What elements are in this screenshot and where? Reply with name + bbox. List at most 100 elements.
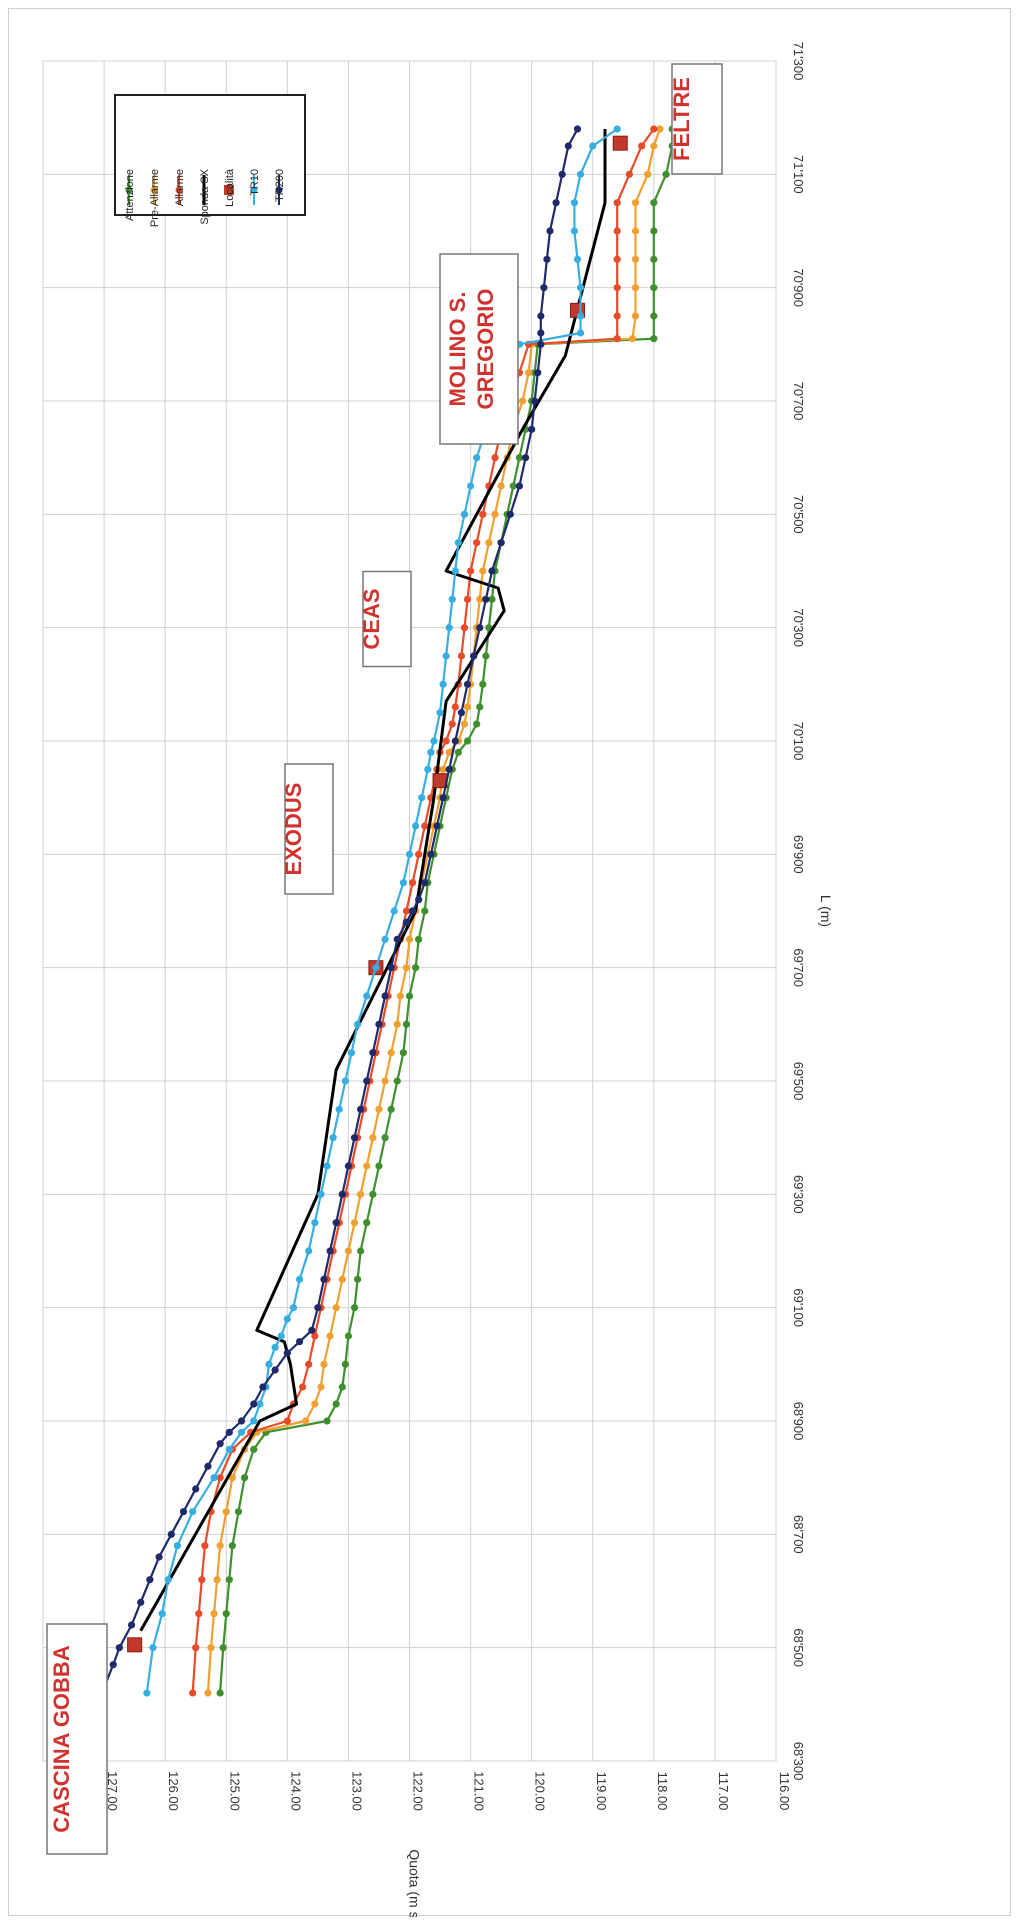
series-line — [206, 128, 661, 1694]
data-point — [289, 1304, 298, 1312]
data-point — [402, 964, 411, 972]
data-point — [369, 1190, 377, 1198]
data-point — [546, 227, 554, 235]
data-point — [341, 1360, 349, 1368]
data-point — [350, 1134, 359, 1142]
data-point — [277, 1332, 285, 1340]
annotation-box — [439, 253, 519, 445]
legend-swatch — [224, 185, 234, 195]
data-point — [332, 1304, 340, 1312]
y-tick-label: 125.00 — [227, 1771, 242, 1811]
data-point — [473, 720, 481, 728]
data-point — [631, 227, 640, 235]
data-point — [412, 964, 420, 972]
x-tick-label: 69'500 — [791, 1062, 806, 1101]
location-marker — [127, 1637, 143, 1653]
data-point — [405, 850, 414, 858]
data-point — [476, 595, 484, 603]
data-point — [387, 964, 395, 972]
data-point — [421, 907, 429, 915]
data-point — [164, 1576, 172, 1584]
data-point — [454, 748, 462, 756]
legend-label: TR200 — [274, 169, 286, 202]
data-point — [295, 1338, 304, 1346]
legend-marker — [275, 186, 283, 194]
annotation-text: CASCINA GOBBA — [49, 1645, 74, 1833]
data-point — [353, 1275, 362, 1283]
data-point — [402, 907, 411, 915]
data-point — [470, 652, 478, 660]
data-point — [305, 1247, 313, 1255]
data-point — [650, 125, 658, 133]
data-point — [189, 1689, 197, 1697]
data-point — [445, 765, 453, 773]
data-point — [329, 1134, 337, 1142]
data-point — [222, 1508, 230, 1516]
data-point — [314, 1304, 322, 1312]
axes: 116.00 117.00 118.00 119.00 120.00 121.00 122.… — [44, 42, 834, 1924]
data-point — [308, 1326, 316, 1334]
data-point — [320, 1275, 328, 1283]
data-point — [390, 907, 398, 915]
data-point — [127, 1621, 136, 1629]
y-tick-label: 119.00 — [594, 1772, 609, 1811]
data-point — [463, 703, 472, 711]
data-point — [515, 454, 524, 462]
data-point — [323, 1417, 331, 1425]
data-point — [387, 1105, 395, 1113]
x-tick-label: 68'300 — [791, 1742, 806, 1781]
data-point — [146, 1576, 154, 1584]
data-point — [283, 1417, 291, 1425]
legend-item: Allarme — [174, 169, 186, 206]
data-point — [613, 125, 621, 133]
data-point — [460, 624, 469, 632]
data-point — [528, 425, 536, 433]
data-point — [488, 595, 496, 603]
data-point — [250, 1400, 258, 1408]
data-point — [332, 1219, 340, 1227]
x-tick-label: 70'100 — [791, 722, 806, 761]
data-point — [363, 1162, 371, 1170]
data-point — [408, 907, 417, 915]
data-point — [589, 142, 597, 150]
data-point — [375, 1020, 383, 1028]
annotation-box — [284, 763, 334, 895]
data-point — [448, 595, 456, 603]
legend-item: Pre-Allarme — [149, 169, 161, 227]
data-point — [460, 720, 469, 728]
data-point — [543, 255, 551, 263]
data-point — [283, 1349, 291, 1357]
data-point — [405, 935, 414, 943]
annotation-box — [671, 63, 723, 175]
data-point — [363, 1219, 371, 1227]
data-point — [399, 879, 407, 887]
data-point — [326, 1247, 334, 1255]
data-point — [381, 1134, 389, 1142]
data-point — [399, 1049, 407, 1057]
x-tick-label: 68'900 — [791, 1402, 806, 1441]
data-point — [415, 935, 423, 943]
legend-marker — [150, 186, 158, 194]
data-point — [650, 199, 658, 207]
data-point — [625, 170, 634, 178]
data-point — [344, 1247, 353, 1255]
data-point — [311, 1332, 319, 1340]
data-point — [326, 1332, 334, 1340]
data-point — [518, 397, 527, 405]
data-point — [558, 170, 566, 178]
x-tick-label: 71'100 — [791, 155, 806, 194]
series-line — [139, 129, 607, 1632]
data-point — [650, 142, 658, 150]
data-point — [491, 510, 499, 518]
data-point — [631, 199, 640, 207]
data-point — [497, 482, 505, 490]
y-tick-label: 116.00 — [777, 1772, 792, 1811]
annotation-label: FELTRE — [669, 63, 723, 175]
data-point — [375, 1105, 383, 1113]
data-point — [479, 680, 487, 688]
data-point — [613, 335, 621, 343]
data-point — [237, 1417, 246, 1425]
x-tick-label: 68'700 — [791, 1515, 806, 1554]
data-point — [564, 142, 572, 150]
data-point — [473, 539, 481, 547]
